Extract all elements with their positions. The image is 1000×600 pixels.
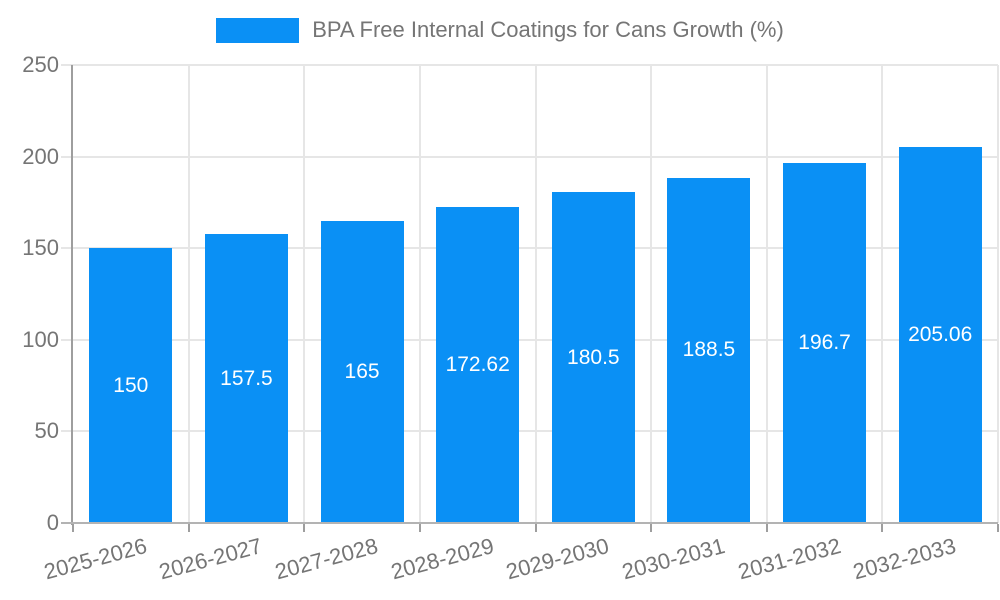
y-axis-tick (61, 338, 73, 341)
x-gridline (303, 65, 306, 523)
y-axis-tick (61, 430, 73, 433)
y-axis-label: 50 (34, 418, 59, 444)
x-axis-tick (187, 524, 190, 532)
bar[interactable] (783, 162, 867, 522)
x-gridline (534, 65, 537, 523)
y-axis-label: 0 (46, 510, 59, 535)
legend-swatch[interactable] (216, 17, 300, 43)
bar-value-label: 196.7 (798, 330, 851, 354)
bar-value-label: 165 (344, 359, 380, 383)
x-axis-tick (72, 524, 74, 532)
legend-label: BPA Free Internal Coatings for Cans Grow… (312, 17, 784, 42)
bar[interactable] (436, 206, 520, 522)
x-gridline (765, 65, 768, 523)
y-axis-tick (61, 247, 73, 250)
x-gridline (650, 65, 653, 523)
y-axis-tick (61, 155, 73, 158)
x-axis-tick (418, 524, 421, 532)
x-gridline (881, 65, 884, 523)
bar[interactable] (89, 248, 173, 522)
bar[interactable] (551, 192, 635, 522)
bar-value-label: 150 (113, 373, 149, 397)
bar-value-label: 157.5 (220, 366, 273, 390)
x-axis-tick (765, 524, 768, 532)
y-axis-label: 100 (22, 326, 59, 352)
x-axis-tick (997, 524, 999, 532)
x-gridline (997, 65, 999, 523)
bar-value-label: 188.5 (682, 338, 736, 362)
bar-value-label: 205.06 (908, 323, 973, 347)
bar[interactable] (898, 147, 982, 522)
x-axis-tick (881, 524, 884, 532)
x-axis-tick (650, 524, 653, 532)
x-axis-tick (303, 524, 306, 532)
bar[interactable] (320, 220, 404, 522)
y-axis-line (71, 65, 73, 525)
x-gridline (418, 65, 421, 523)
x-axis-line (61, 522, 998, 524)
bar[interactable] (667, 177, 751, 522)
y-axis-tick (61, 64, 73, 66)
chart-legend: BPA Free Internal Coatings for Cans Grow… (0, 16, 1000, 44)
y-axis-label: 250 (22, 52, 59, 77)
y-axis-label: 150 (22, 235, 59, 261)
x-axis-tick (534, 524, 537, 532)
bar-value-label: 172.62 (445, 352, 510, 376)
bar-value-label: 180.5 (567, 345, 620, 369)
y-axis-label: 200 (22, 143, 59, 169)
bar[interactable] (204, 234, 288, 522)
x-gridline (187, 65, 190, 523)
